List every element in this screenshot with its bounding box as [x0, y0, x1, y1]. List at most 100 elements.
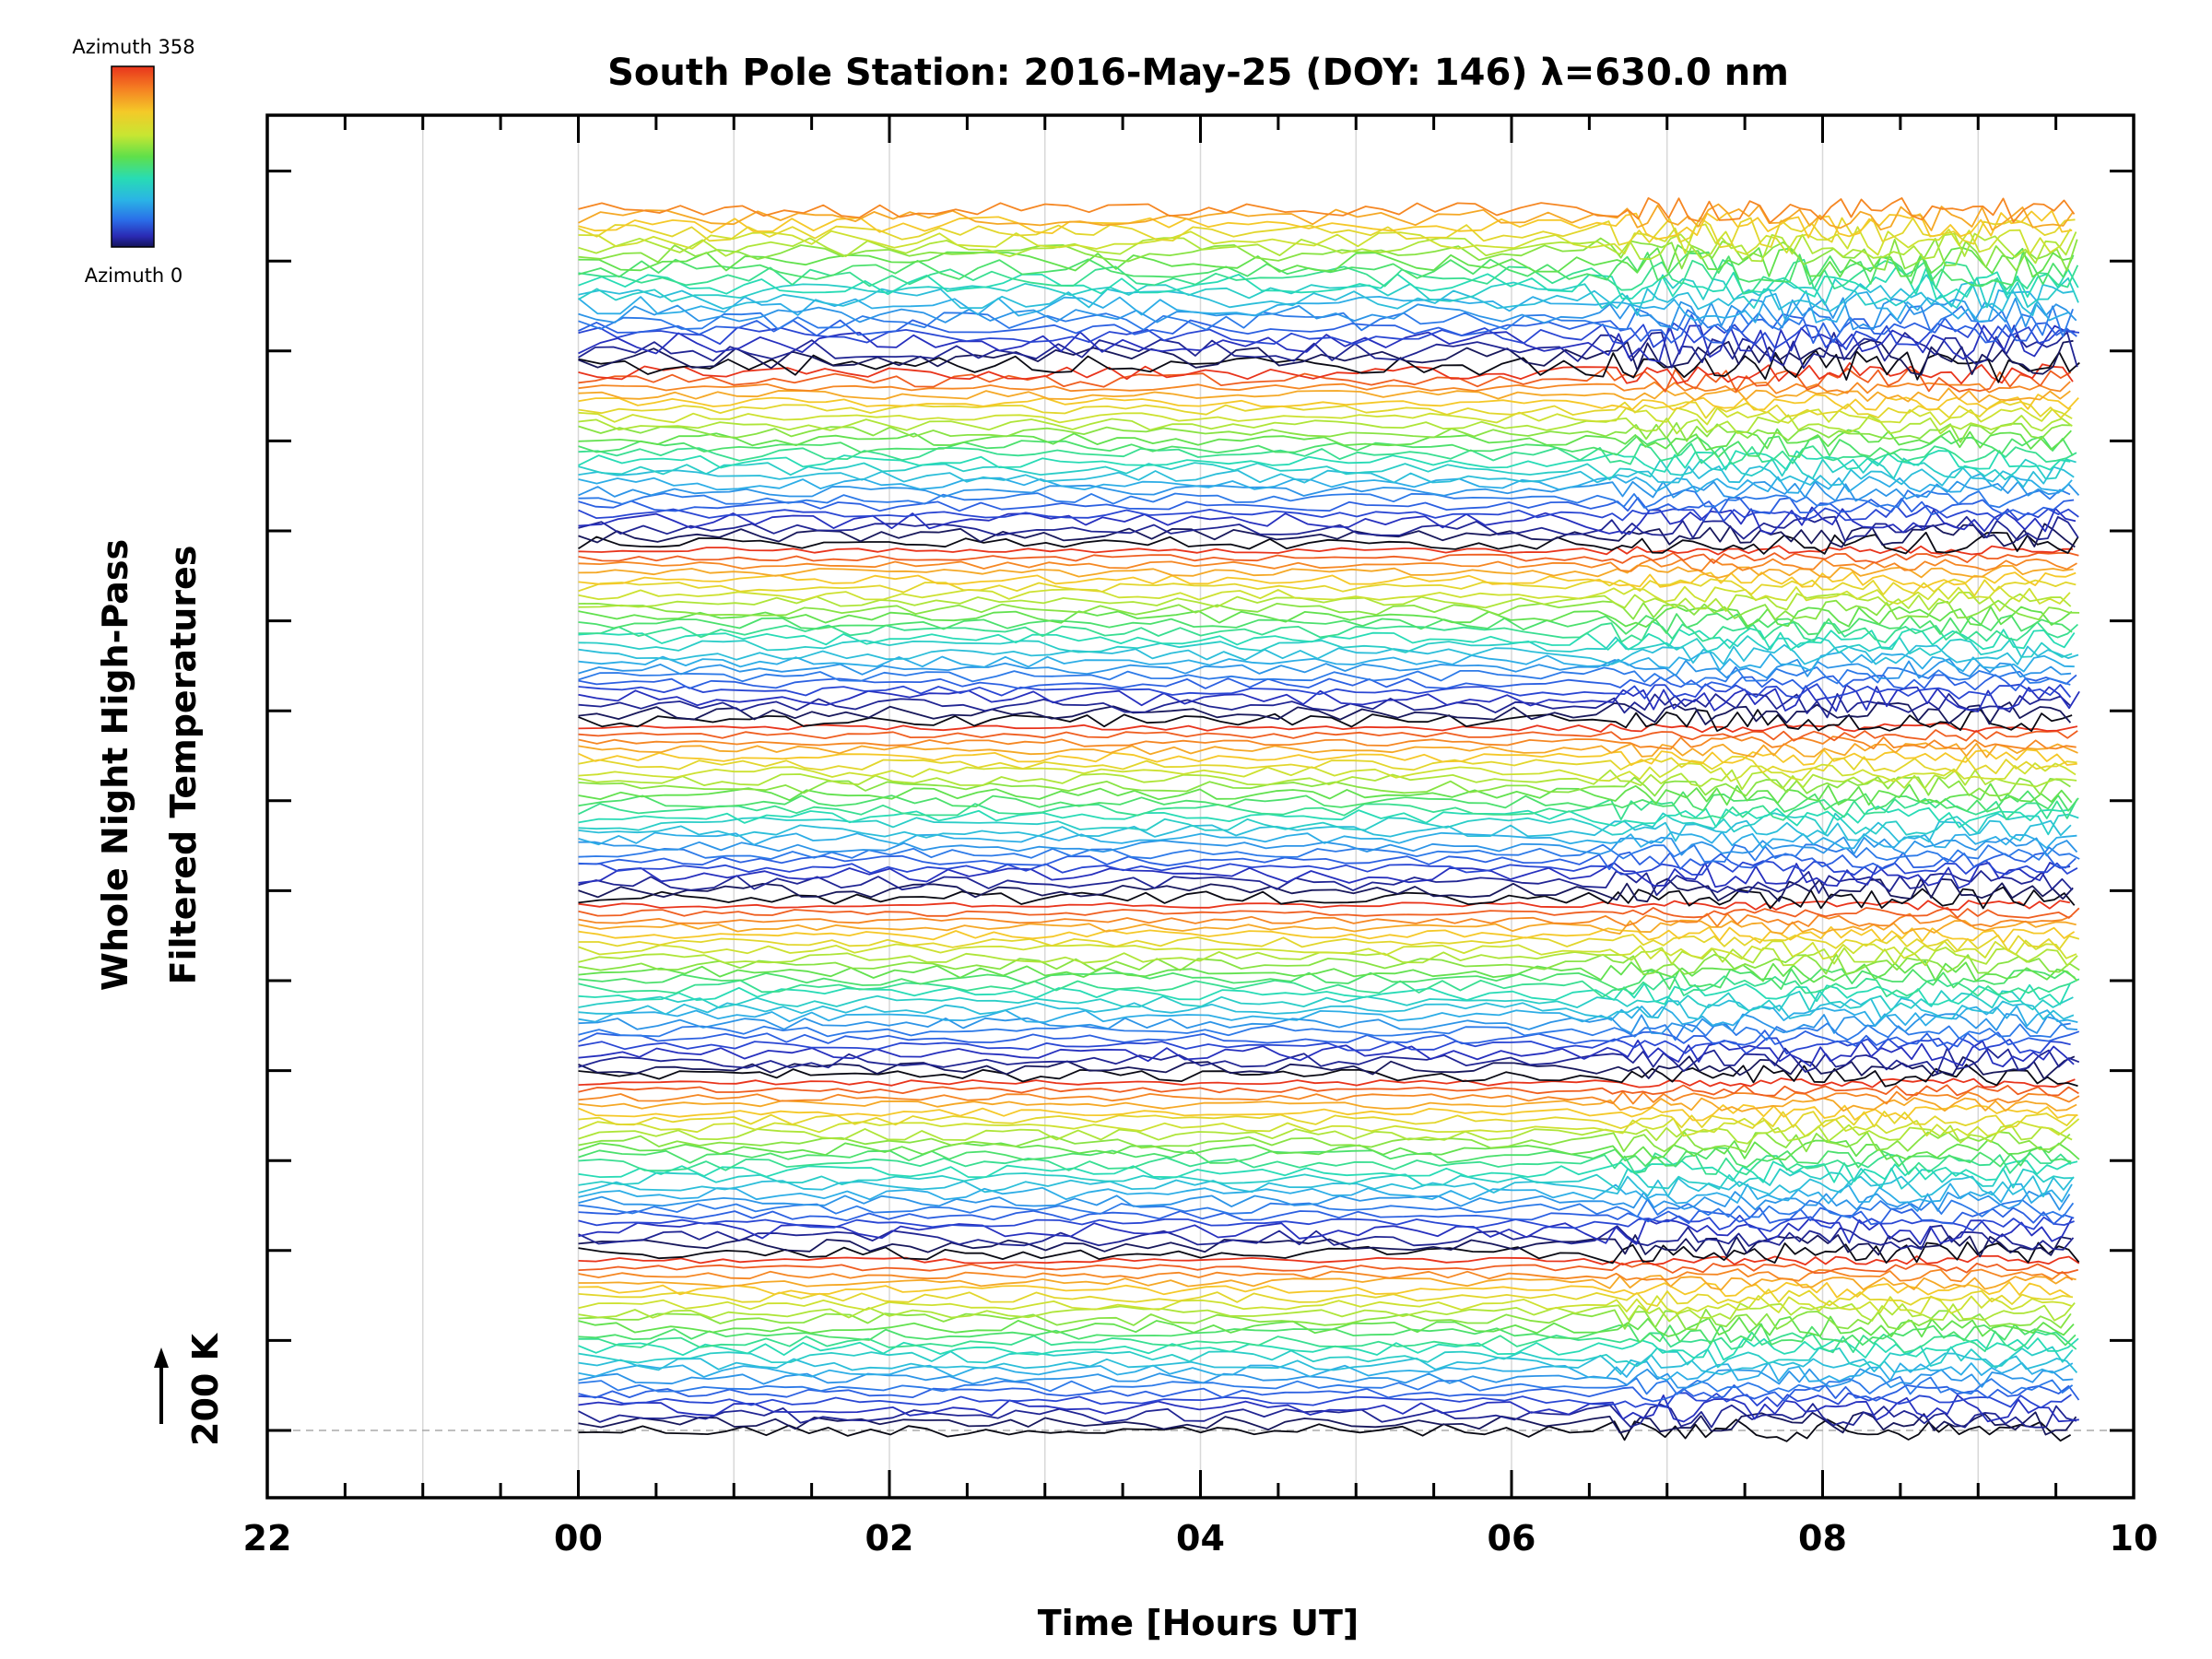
azimuth-trace-24 — [578, 1241, 2080, 1265]
azimuth-trace-145 — [578, 339, 2074, 376]
azimuth-trace-73 — [578, 877, 2074, 903]
azimuth-trace-160 — [578, 231, 2077, 265]
azimuth-trace-74 — [578, 870, 2074, 897]
azimuth-trace-95 — [578, 722, 2078, 734]
azimuth-trace-147 — [578, 324, 2076, 363]
azimuth-trace-63 — [578, 953, 2080, 976]
azimuth-trace-124 — [578, 504, 2079, 523]
azimuth-trace-142 — [578, 367, 2072, 393]
azimuth-trace-56 — [578, 1005, 2078, 1028]
azimuth-trace-152 — [577, 288, 2070, 324]
azimuth-trace-50 — [578, 1047, 2080, 1075]
azimuth-trace-65 — [578, 939, 2077, 960]
azimuth-trace-45 — [578, 1090, 2080, 1105]
azimuth-trace-62 — [578, 960, 2078, 983]
azimuth-trace-78 — [578, 843, 2080, 864]
azimuth-trace-80 — [578, 830, 2077, 850]
azimuth-trace-39 — [578, 1131, 2071, 1153]
azimuth-trace-81 — [578, 819, 2072, 843]
azimuth-trace-112 — [578, 591, 2072, 612]
azimuth-trace-135 — [578, 421, 2073, 443]
scale-bar-label: 200 K — [185, 1332, 226, 1446]
azimuth-trace-32 — [578, 1182, 2073, 1205]
azimuth-trace-137 — [578, 406, 2073, 426]
azimuth-trace-69 — [578, 912, 2073, 928]
azimuth-trace-149 — [578, 312, 2077, 345]
azimuth-trace-155 — [578, 266, 2079, 300]
azimuth-trace-105 — [578, 643, 2079, 665]
azimuth-trace-79 — [578, 836, 2078, 857]
azimuth-trace-37 — [578, 1146, 2072, 1169]
azimuth-trace-36 — [578, 1152, 2072, 1176]
azimuth-trace-138 — [578, 400, 2072, 419]
azimuth-trace-59 — [578, 982, 2071, 1006]
chart-title: South Pole Station: 2016-May-25 (DOY: 14… — [607, 52, 1789, 94]
x-tick-label-5: 08 — [1798, 1518, 1847, 1559]
azimuth-trace-54 — [578, 1022, 2071, 1041]
azimuth-trace-49 — [578, 1055, 2076, 1080]
azimuth-trace-111 — [578, 599, 2080, 621]
azimuth-trace-100 — [578, 683, 2072, 700]
y-axis-label-line2: Filtered Temperatures — [163, 546, 204, 985]
axis-ticks — [265, 115, 2136, 1498]
azimuth-trace-99 — [578, 684, 2080, 712]
azimuth-trace-15 — [578, 1308, 2072, 1331]
azimuth-trace-3 — [578, 1394, 2079, 1423]
azimuth-trace-91 — [578, 748, 2077, 767]
azimuth-trace-34 — [578, 1167, 2075, 1191]
azimuth-trace-121 — [578, 523, 2076, 548]
azimuth-trace-115 — [578, 571, 2077, 589]
azimuth-trace-159 — [578, 237, 2078, 272]
azimuth-trace-6 — [578, 1375, 2074, 1395]
azimuth-trace-12 — [578, 1330, 2077, 1354]
x-tick-label-3: 04 — [1176, 1518, 1225, 1559]
azimuth-trace-103 — [578, 658, 2072, 679]
azimuth-trace-140 — [578, 387, 2071, 404]
azimuth-trace-61 — [578, 968, 2076, 992]
azimuth-trace-120 — [578, 531, 2079, 555]
azimuth-trace-117 — [578, 558, 2077, 572]
azimuth-trace-123 — [578, 506, 2077, 535]
azimuth-trace-163 — [578, 209, 2073, 241]
x-tick-label-2: 02 — [865, 1518, 914, 1559]
azimuth-trace-84 — [578, 797, 2078, 821]
azimuth-trace-101 — [578, 674, 2077, 691]
azimuth-trace-161 — [578, 223, 2072, 256]
azimuth-trace-106 — [578, 635, 2073, 658]
azimuth-trace-148 — [578, 322, 2080, 351]
azimuth-trace-133 — [578, 435, 2074, 459]
azimuth-trace-5 — [578, 1384, 2080, 1403]
azimuth-trace-136 — [578, 414, 2073, 435]
azimuth-trace-96 — [578, 709, 2073, 733]
scale-bar-arrowhead — [154, 1347, 169, 1368]
azimuth-trace-134 — [578, 428, 2072, 452]
azimuth-trace-70 — [578, 906, 2080, 919]
azimuth-trace-151 — [578, 297, 2077, 331]
azimuth-trace-164 — [578, 203, 2075, 231]
azimuth-trace-42 — [578, 1111, 2078, 1130]
azimuth-trace-92 — [578, 742, 2078, 759]
azimuth-trace-17 — [578, 1295, 2074, 1315]
azimuth-trace-108 — [578, 620, 2079, 643]
azimuth-trace-58 — [578, 990, 2074, 1012]
azimuth-trace-126 — [578, 488, 2071, 509]
azimuth-trace-153 — [578, 281, 2074, 317]
azimuth-trace-11 — [578, 1337, 2079, 1361]
azimuth-trace-130 — [578, 457, 2077, 481]
azimuth-trace-38 — [578, 1139, 2080, 1161]
azimuth-trace-97 — [578, 701, 2072, 725]
azimuth-trace-43 — [578, 1104, 2078, 1122]
azimuth-trace-122 — [578, 515, 2079, 542]
azimuth-trace-18 — [578, 1288, 2074, 1307]
azimuth-trace-66 — [578, 934, 2080, 952]
x-tick-label-4: 06 — [1488, 1518, 1536, 1559]
azimuth-trace-33 — [578, 1175, 2075, 1198]
azimuth-trace-88 — [578, 769, 2077, 791]
azimuth-trace-30 — [578, 1198, 2075, 1218]
azimuth-trace-162 — [578, 217, 2076, 249]
azimuth-trace-143 — [578, 361, 2074, 385]
azimuth-trace-9 — [578, 1352, 2078, 1376]
x-tick-labels: 22 00 02 04 06 08 10 — [243, 1518, 2159, 1559]
x-tick-label-1: 00 — [554, 1518, 603, 1559]
